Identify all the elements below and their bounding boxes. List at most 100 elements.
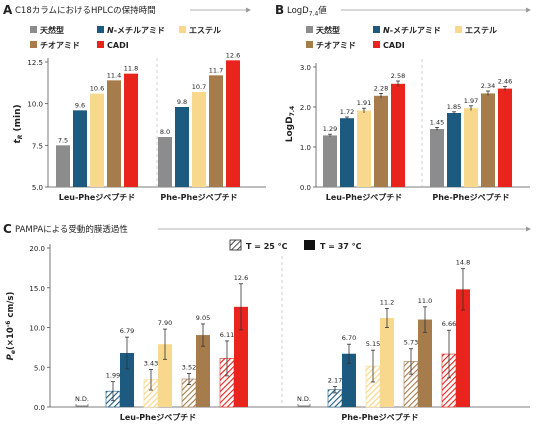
legend-a-cadi-label: CADI: [107, 41, 129, 50]
panel-a-value-label: 8.0: [160, 128, 170, 136]
legend-a-nmethyl-label: N-メチルアミド: [107, 26, 165, 35]
panel-b-bar-native: [430, 129, 444, 187]
panel-b-ytick-label: 0.0: [300, 184, 311, 192]
panel-a-bar-native: [56, 145, 70, 187]
panel-c-bar-ester-37c: [380, 317, 394, 407]
panel-b-bar-native: [323, 135, 337, 187]
panel-b-bar-ester: [357, 110, 371, 187]
panel-a-bar-native: [158, 137, 172, 187]
panel-c-ytick-label: 10.0: [29, 325, 45, 333]
panel-a-value-label: 11.8: [124, 65, 138, 73]
panel-b-ytick-label: 1.0: [300, 144, 311, 152]
panel-b-bar-cadi: [391, 83, 405, 187]
panel-a-bar-thio: [107, 80, 121, 187]
panel-a-ytick-label: 10.0: [27, 101, 43, 109]
legend-b-ester-label: エステル: [465, 26, 497, 35]
panel-b-bar-thio: [374, 95, 388, 187]
panel-c-value-label: 1.99: [106, 372, 120, 380]
legend-b-nmethyl-label: N-メチルアミド: [383, 26, 441, 35]
legend-a-cadi-swatch: [97, 41, 104, 48]
panel-c-bar-cadi-37c: [456, 289, 470, 407]
panel-b-bar-thio: [481, 93, 495, 187]
panel-a-bar-cadi: [124, 73, 138, 187]
panel-a-bar-nmethyl: [175, 107, 189, 187]
panel-c-category-label: Phe-Pheジペプチド: [341, 412, 418, 422]
panel-a-bar-nmethyl: [73, 110, 87, 187]
panel-b-ytick-label: 2.0: [300, 104, 311, 112]
panel-c-nd-label: N.D.: [75, 395, 89, 403]
panel-b-title-arrow: [526, 7, 531, 13]
legend-a-ester-swatch: [179, 26, 186, 33]
legend-b-native-swatch: [306, 26, 313, 33]
panel-c-bar-nmethyl-37c: [120, 353, 134, 407]
panel-b-category-label: Phe-Pheジペプチド: [432, 192, 509, 202]
panel-b-value-label: 1.29: [323, 125, 337, 133]
panel-b-ylabel: LogD7.4: [285, 106, 296, 142]
panel-c-value-label: 11.2: [380, 298, 394, 306]
panel-a-legend: 天然型 N-メチルアミド エステル チオアミド CADI: [30, 25, 221, 50]
panel-b-category-label: Leu-Pheジペプチド: [326, 192, 403, 202]
panel-b-value-label: 2.28: [374, 84, 388, 92]
panel-a-letter: A: [3, 3, 13, 17]
legend-a-thio-swatch: [30, 41, 37, 48]
panel-a-bar-thio: [209, 75, 223, 187]
panel-b-letter: B: [275, 3, 284, 17]
panel-b-title: LogD7.4値: [287, 5, 327, 18]
panel-b-value-label: 1.45: [430, 118, 444, 126]
legend-a-thio-label: チオアミド: [40, 41, 80, 50]
legend-b-cadi-label: CADI: [383, 41, 405, 50]
panel-c-ytick-label: 0.0: [34, 404, 45, 412]
panel-a-bar-ester: [192, 92, 206, 187]
panel-a-bar-ester: [90, 93, 104, 187]
legend-c-25-label: T = 25 °C: [246, 242, 288, 251]
panel-a-value-label: 12.6: [226, 51, 240, 59]
panel-c-bar-cadi-37c: [234, 306, 248, 407]
panel-a-value-label: 10.6: [90, 85, 104, 93]
legend-c-37-swatch: [304, 240, 315, 250]
panel-a-ytick-label: 12.5: [27, 59, 43, 67]
panel-b-value-label: 1.72: [340, 108, 354, 116]
panel-a-value-label: 9.6: [75, 101, 85, 109]
panel-c-title: PAMPAによる受動的膜透過性: [15, 224, 128, 235]
panel-c-value-label: 6.70: [342, 334, 356, 342]
legend-b-thio-label: チオアミド: [316, 41, 356, 50]
panel-a-value-label: 11.4: [107, 71, 121, 79]
panel-c-value-label: 6.79: [120, 327, 134, 335]
panel-a-bar-cadi: [226, 60, 240, 188]
panel-c-value-label: 14.8: [456, 259, 470, 267]
panel-c-value-label: 6.66: [442, 320, 456, 328]
panel-b-value-label: 2.58: [391, 72, 405, 80]
panel-c-nd-bracket: [75, 404, 89, 407]
panel-b-value-label: 1.91: [357, 99, 371, 107]
panel-a-value-label: 10.7: [192, 83, 206, 91]
panel-b-value-label: 1.85: [447, 103, 461, 111]
panel-c-value-label: 11.0: [418, 297, 432, 305]
panel-a-value-label: 9.8: [177, 98, 187, 106]
panel-c-value-label: 2.17: [328, 377, 342, 385]
panel-a-title-arrow: [246, 7, 251, 13]
panel-b-ytick-label: 3.0: [300, 64, 311, 72]
plot-layer: 5.0 7.5 10.0 12.5 7.5 9.6 10.611.411.8 Leu-Pheジ…: [27, 51, 530, 422]
panel-a-title: C18カラムにおけるHPLCの保持時間: [15, 5, 156, 16]
legend-a-nmethyl-swatch: [97, 26, 104, 33]
panel-c-category-label: Leu-Pheジペプチド: [120, 412, 197, 422]
panel-c-value-label: 3.52: [182, 363, 196, 371]
panel-c-value-label: 5.15: [366, 340, 380, 348]
legend-a-native-label: 天然型: [40, 25, 64, 35]
panel-b-value-label: 2.34: [481, 82, 495, 90]
panel-b-bar-nmethyl: [447, 113, 461, 187]
panel-a-category-label: Phe-Pheジペプチド: [160, 192, 237, 202]
panel-c-ytick-label: 5.0: [34, 364, 45, 372]
panel-b-bar-ester: [464, 108, 478, 187]
panel-a-value-label: 7.5: [58, 136, 68, 144]
panel-c-value-label: 7.90: [158, 319, 172, 327]
panel-c-nd-label: N.D.: [297, 395, 311, 403]
legend-b-cadi-swatch: [373, 41, 380, 48]
panel-c-bar-ester-37c: [158, 344, 172, 407]
panel-a-ytick-label: 5.0: [32, 184, 43, 192]
panel-c-value-label: 9.05: [196, 314, 210, 322]
panel-c-nd-bracket: [297, 404, 311, 407]
panel-c-value-label: 5.73: [404, 339, 418, 347]
